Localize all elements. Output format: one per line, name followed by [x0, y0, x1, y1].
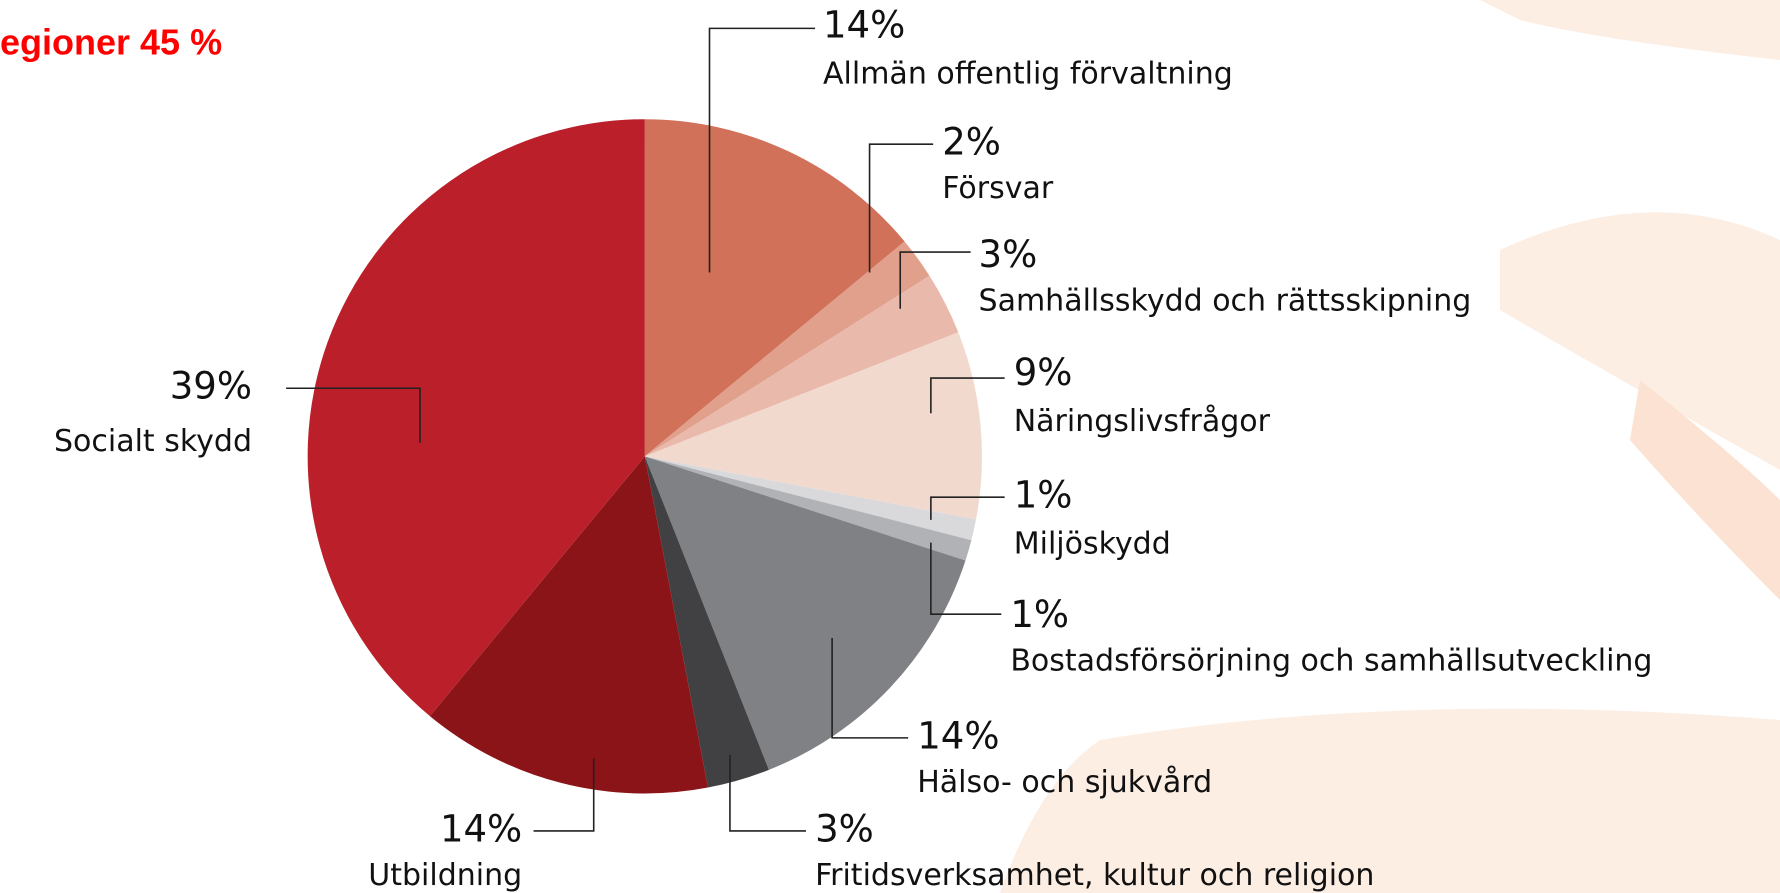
category-label: Fritidsverksamhet, kultur och religion [815, 858, 1374, 893]
category-label: Socialt skydd [54, 424, 252, 459]
value-label: 39% [170, 365, 252, 408]
category-label: Bostadsförsörjning och samhällsutvecklin… [1010, 643, 1652, 678]
value-label: 14% [823, 4, 905, 47]
value-label: 3% [979, 233, 1038, 276]
category-label: Näringslivsfrågor [1014, 404, 1271, 439]
chart: egioner 45 % 14% Allmän offentlig förvalt… [0, 0, 1780, 893]
category-label: Allmän offentlig förvaltning [823, 56, 1233, 91]
chart-title: egioner 45 % [0, 22, 222, 63]
value-label: 1% [1010, 593, 1069, 636]
value-label: 1% [1014, 474, 1073, 517]
category-label: Försvar [942, 171, 1054, 206]
value-label: 3% [815, 807, 874, 850]
category-label: Hälso- och sjukvård [917, 765, 1212, 800]
value-label: 14% [440, 807, 522, 850]
background-decoration [1000, 0, 1780, 893]
category-label: Samhällsskydd och rättsskipning [979, 283, 1472, 318]
category-label: Miljöskydd [1014, 526, 1171, 561]
value-label: 14% [917, 714, 999, 757]
category-label: Utbildning [368, 858, 522, 893]
value-label: 2% [942, 121, 1001, 164]
value-label: 9% [1014, 351, 1073, 394]
